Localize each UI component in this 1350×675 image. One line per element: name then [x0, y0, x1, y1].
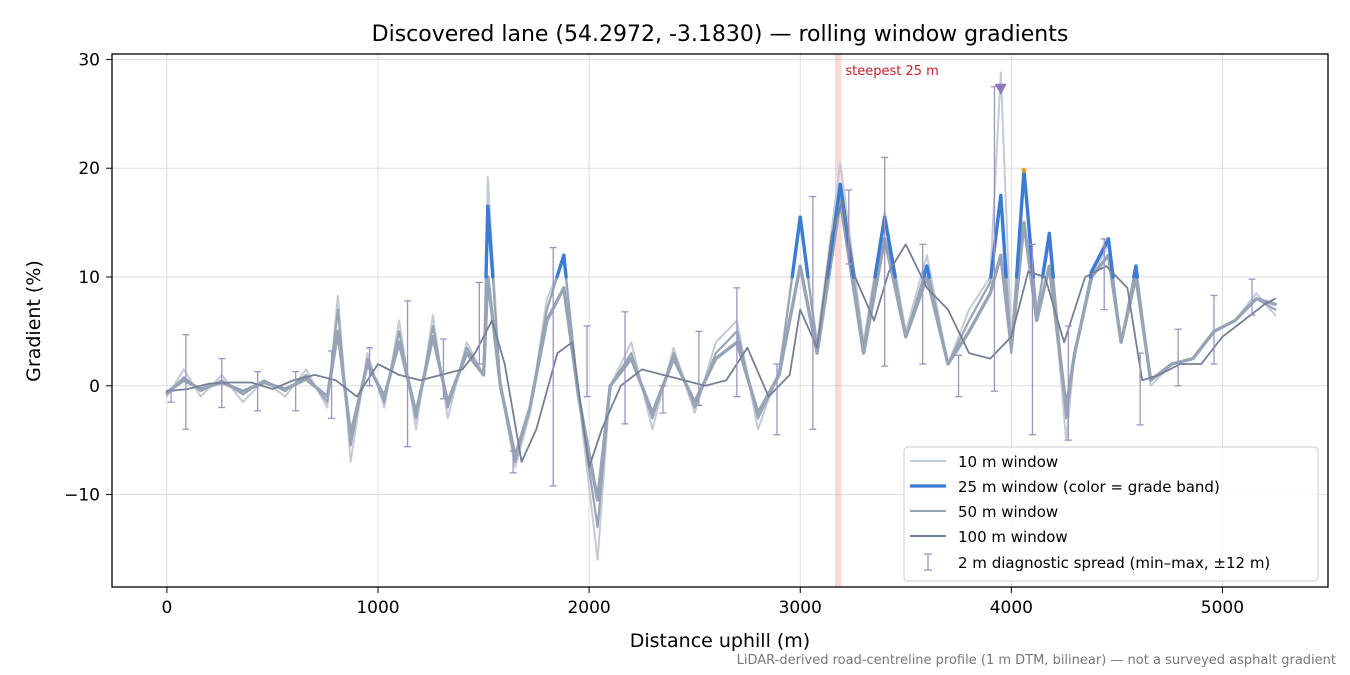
legend-label-50m: 50 m window [958, 503, 1058, 521]
steep-segment-25m [873, 215, 887, 279]
plot-area [165, 71, 1277, 561]
steep-segment-25m [825, 182, 842, 279]
plot-frame [111, 53, 1329, 588]
steep-segment-25m [989, 193, 1003, 279]
chart-title: Discovered lane (54.2972, -3.1830) — rol… [372, 22, 1069, 47]
steep-segment-25m [1040, 231, 1052, 279]
x-tick-label: 2000 [567, 598, 610, 618]
steep-segment-25m [790, 215, 802, 279]
y-tick-label: −10 [64, 486, 100, 506]
steep-segment-25m [486, 204, 495, 279]
extreme-grade-point [1021, 167, 1027, 173]
legend-label-10m: 10 m window [958, 453, 1058, 471]
steep-segment-25m [925, 264, 931, 279]
legend: 10 m window 25 m window (color = grade b… [903, 446, 1319, 582]
y-tick-label: 0 [89, 377, 100, 397]
legend-label-25m: 25 m window (color = grade band) [958, 478, 1220, 496]
x-tick-label: 0 [161, 598, 172, 618]
x-tick-label: 3000 [779, 598, 822, 618]
y-tick-label: 30 [78, 50, 100, 70]
series-line-25m [165, 169, 1277, 529]
x-axis-label: Distance uphill (m) [630, 630, 810, 652]
steep-segment-25m [1014, 168, 1026, 279]
y-tick-label: 10 [78, 268, 100, 288]
legend-label-spread: 2 m diagnostic spread (min–max, ±12 m) [958, 554, 1270, 572]
chart-caption: LiDAR-derived road-centreline profile (1… [736, 653, 1336, 668]
steep-segment-25m [798, 215, 810, 279]
axis-ticks: 0 1000 2000 3000 4000 5000 −10 0 10 20 30 [64, 50, 1244, 618]
steep-segment-25m [1047, 231, 1056, 279]
y-tick-label: 20 [78, 159, 100, 179]
steepest-label: steepest 25 m [845, 64, 938, 79]
steep-segment-25m [562, 253, 568, 279]
x-tick-label: 5000 [1201, 598, 1244, 618]
x-tick-label: 4000 [990, 598, 1033, 618]
steep-segment-25m [1106, 237, 1115, 279]
peak-marker [994, 83, 1007, 95]
steep-segment-25m [1089, 237, 1111, 274]
steep-segment-25m [1022, 168, 1036, 279]
x-tick-label: 1000 [356, 598, 399, 618]
legend-label-100m: 100 m window [958, 528, 1068, 546]
steep-segment-25m [1134, 264, 1140, 279]
steepest-band [835, 54, 842, 587]
steep-segment-25m [999, 193, 1008, 279]
steep-segment-25m [883, 215, 897, 279]
y-axis-label: Gradient (%) [23, 260, 45, 382]
legend-swatch-spread [924, 553, 932, 571]
legend-frame [903, 446, 1319, 582]
